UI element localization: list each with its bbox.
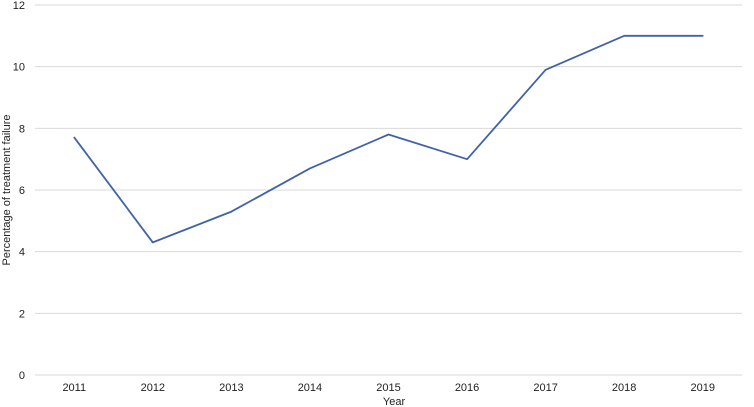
y-tick-label: 10 (13, 62, 25, 74)
gridlines (35, 4, 742, 376)
y-tick-label: 12 (13, 0, 25, 12)
x-tick-label: 2019 (690, 382, 714, 394)
y-tick-label: 2 (19, 308, 25, 320)
x-tick-label: 2018 (612, 382, 636, 394)
x-axis-title: Year (383, 396, 406, 407)
x-tick-label: 2014 (298, 382, 322, 394)
x-tick-label: 2016 (455, 382, 479, 394)
x-axis-ticks: 2011 2012 2013 2014 2015 2016 2017 2018 2019 (62, 382, 715, 394)
y-axis-ticks: 0 2 4 6 8 10 12 (13, 0, 25, 382)
y-tick-label: 6 (19, 185, 25, 197)
y-tick-label: 0 (19, 370, 25, 382)
x-tick-label: 2015 (376, 382, 400, 394)
x-tick-label: 2011 (62, 382, 86, 394)
y-tick-label: 4 (19, 247, 25, 259)
x-tick-label: 2017 (533, 382, 557, 394)
x-tick-label: 2012 (141, 382, 165, 394)
y-axis-title: Percentage of treatment failure (1, 114, 13, 265)
series-layer (73, 34, 704, 244)
x-tick-label: 2013 (219, 382, 243, 394)
y-tick-label: 8 (19, 123, 25, 135)
